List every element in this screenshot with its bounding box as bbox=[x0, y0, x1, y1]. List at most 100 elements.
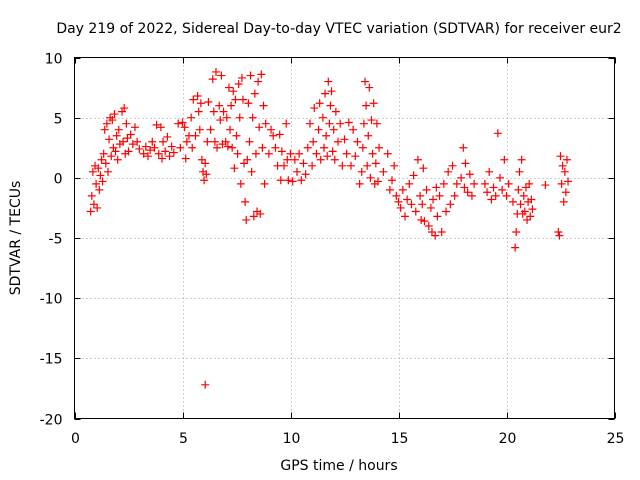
data-point bbox=[258, 143, 267, 152]
data-point bbox=[483, 188, 492, 197]
grid-lines bbox=[74, 57, 615, 419]
data-point bbox=[97, 155, 106, 164]
data-point bbox=[396, 203, 405, 212]
data-point bbox=[249, 212, 258, 221]
data-point bbox=[188, 143, 197, 152]
data-point bbox=[237, 73, 246, 82]
data-point bbox=[433, 212, 442, 221]
data-point bbox=[232, 131, 241, 140]
data-point bbox=[312, 149, 321, 158]
data-point bbox=[200, 176, 209, 185]
data-point bbox=[405, 179, 414, 188]
data-point bbox=[290, 155, 299, 164]
data-point bbox=[517, 155, 526, 164]
data-point bbox=[103, 167, 112, 176]
data-point bbox=[326, 101, 335, 110]
data-point bbox=[264, 149, 273, 158]
data-point bbox=[88, 167, 97, 176]
data-point bbox=[280, 161, 289, 170]
data-point bbox=[165, 152, 174, 161]
data-point bbox=[241, 197, 250, 206]
data-point bbox=[256, 209, 265, 218]
data-point bbox=[372, 119, 381, 128]
data-point bbox=[324, 77, 333, 86]
data-point bbox=[446, 200, 455, 209]
data-point bbox=[227, 101, 236, 110]
data-point bbox=[108, 116, 117, 125]
data-point bbox=[435, 191, 444, 200]
data-point bbox=[491, 191, 500, 200]
data-point bbox=[254, 77, 263, 86]
data-point bbox=[124, 147, 133, 156]
data-point bbox=[416, 191, 425, 200]
data-point bbox=[196, 99, 205, 108]
data-point bbox=[502, 191, 511, 200]
data-point bbox=[558, 161, 567, 170]
data-point bbox=[328, 147, 337, 156]
data-point bbox=[448, 161, 457, 170]
data-point bbox=[221, 137, 230, 146]
data-point bbox=[194, 107, 203, 116]
y-tick-label: -5 bbox=[49, 232, 63, 248]
data-point bbox=[409, 171, 418, 180]
y-tick-label: 5 bbox=[54, 112, 63, 128]
data-point bbox=[559, 197, 568, 206]
data-point bbox=[442, 207, 451, 216]
data-point bbox=[308, 161, 317, 170]
data-point bbox=[508, 197, 517, 206]
data-point bbox=[182, 137, 191, 146]
data-point bbox=[331, 107, 340, 116]
x-tick-label: 15 bbox=[391, 431, 409, 447]
data-point bbox=[297, 176, 306, 185]
data-point bbox=[303, 143, 312, 152]
data-point bbox=[432, 183, 441, 192]
data-point bbox=[351, 152, 360, 161]
x-tick-label: 20 bbox=[499, 431, 517, 447]
data-point bbox=[461, 159, 470, 168]
data-point bbox=[100, 125, 109, 134]
data-point bbox=[344, 118, 353, 127]
data-point bbox=[187, 113, 196, 122]
data-point bbox=[119, 137, 128, 146]
data-point bbox=[459, 143, 468, 152]
data-point bbox=[223, 142, 232, 151]
data-point bbox=[485, 167, 494, 176]
data-point bbox=[327, 87, 336, 96]
data-point bbox=[126, 130, 135, 139]
data-point bbox=[148, 137, 157, 146]
data-point bbox=[519, 191, 528, 200]
data-point bbox=[323, 152, 332, 161]
data-point bbox=[238, 95, 247, 104]
data-point bbox=[120, 104, 129, 113]
data-point bbox=[561, 188, 570, 197]
axis-ticks: 0 5 10 15 20 25 10 5 0 -5 -10 -15 -20 bbox=[40, 52, 625, 448]
data-point bbox=[413, 155, 422, 164]
data-point bbox=[99, 149, 108, 158]
x-axis-label: GPS time / hours bbox=[280, 458, 397, 474]
data-point bbox=[244, 99, 253, 108]
data-point bbox=[219, 107, 228, 116]
data-point bbox=[330, 155, 339, 164]
data-point bbox=[174, 119, 183, 128]
data-point bbox=[424, 221, 433, 230]
data-point bbox=[228, 143, 237, 152]
data-point bbox=[555, 231, 564, 240]
data-point bbox=[112, 131, 121, 140]
data-point bbox=[359, 119, 368, 128]
data-point bbox=[346, 161, 355, 170]
data-point bbox=[92, 179, 101, 188]
data-point bbox=[379, 167, 388, 176]
data-point bbox=[504, 179, 513, 188]
data-point bbox=[269, 131, 278, 140]
data-point bbox=[528, 205, 537, 214]
data-point bbox=[556, 152, 565, 161]
data-point bbox=[480, 179, 489, 188]
data-point bbox=[275, 130, 284, 139]
data-point bbox=[385, 185, 394, 194]
data-point bbox=[128, 140, 137, 149]
data-point bbox=[150, 143, 159, 152]
data-point bbox=[390, 161, 399, 170]
data-point bbox=[520, 207, 529, 216]
data-point bbox=[394, 197, 403, 206]
